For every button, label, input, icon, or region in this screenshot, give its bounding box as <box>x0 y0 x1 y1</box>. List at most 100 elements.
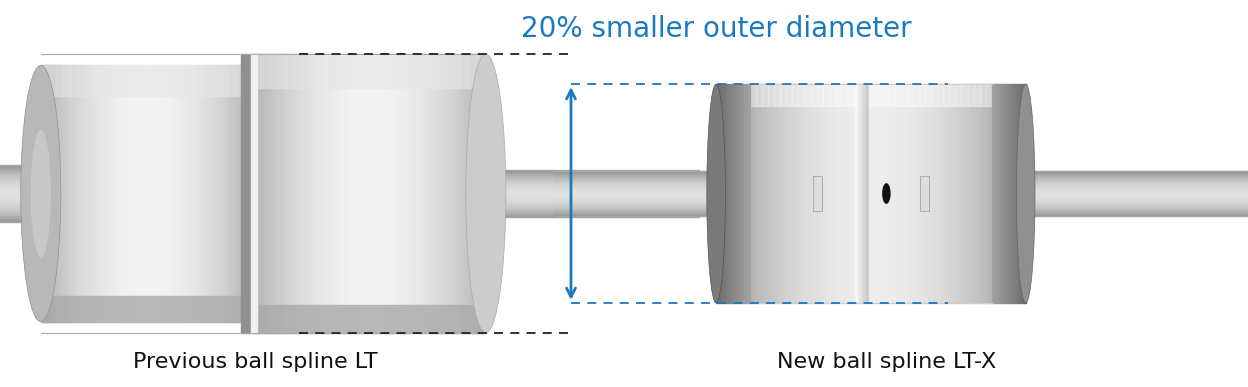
Bar <box>915 84 917 303</box>
Bar <box>196 65 203 96</box>
Bar <box>776 84 779 303</box>
Bar <box>554 204 724 205</box>
Bar <box>0 210 49 211</box>
Bar <box>311 54 313 333</box>
Bar <box>161 65 163 322</box>
Bar <box>238 65 245 96</box>
Bar <box>87 65 90 322</box>
Bar <box>233 65 236 322</box>
Bar <box>130 65 132 322</box>
Bar <box>429 54 432 333</box>
Bar <box>792 84 799 106</box>
Bar <box>308 54 311 333</box>
Bar <box>240 65 242 322</box>
Bar <box>902 84 905 303</box>
Bar <box>411 54 413 333</box>
Bar <box>478 171 699 172</box>
Bar <box>378 54 381 333</box>
Bar <box>140 65 142 322</box>
Bar <box>478 181 699 182</box>
Bar <box>0 182 49 183</box>
Bar <box>439 54 447 87</box>
Bar <box>291 54 300 87</box>
Bar <box>1018 208 1248 209</box>
Bar <box>354 54 357 333</box>
Bar <box>197 65 200 322</box>
Bar <box>478 197 699 198</box>
Bar <box>0 185 49 186</box>
Bar <box>1018 196 1248 197</box>
Bar <box>478 198 699 199</box>
Bar <box>175 65 182 96</box>
Bar <box>306 54 308 333</box>
Bar <box>172 65 173 322</box>
Bar <box>478 204 699 205</box>
Bar <box>907 84 910 303</box>
Bar <box>111 65 112 322</box>
Bar <box>97 296 105 322</box>
Bar <box>1018 198 1248 199</box>
Bar <box>252 54 255 333</box>
Bar <box>322 54 324 333</box>
Bar <box>1018 203 1248 204</box>
Bar <box>85 65 87 322</box>
Bar <box>869 84 871 303</box>
Bar <box>832 84 835 303</box>
Bar <box>423 305 432 333</box>
Bar <box>1018 180 1248 181</box>
Bar <box>134 65 136 322</box>
Bar <box>170 65 172 322</box>
Bar <box>70 65 72 322</box>
Bar <box>934 84 936 303</box>
Bar <box>188 296 196 322</box>
Bar <box>554 213 724 214</box>
Bar <box>1018 206 1248 207</box>
Bar <box>90 65 97 96</box>
Bar <box>125 65 127 322</box>
Bar <box>432 54 434 333</box>
Bar <box>173 65 176 322</box>
Bar <box>0 190 49 191</box>
Bar <box>0 171 49 173</box>
Bar <box>119 296 125 322</box>
Bar <box>879 84 881 303</box>
Bar <box>0 166 49 167</box>
Bar <box>854 84 856 303</box>
Bar <box>376 54 378 333</box>
Bar <box>956 84 958 303</box>
Bar <box>238 296 245 322</box>
Bar <box>554 182 724 183</box>
Bar <box>0 188 49 189</box>
Bar <box>0 184 49 185</box>
Bar <box>75 65 76 322</box>
Bar <box>364 54 367 333</box>
Bar <box>956 84 961 106</box>
Bar <box>283 305 291 333</box>
Bar <box>432 305 439 333</box>
Bar <box>268 305 276 333</box>
Bar <box>237 65 240 322</box>
Bar <box>251 54 257 333</box>
Bar <box>1018 194 1248 195</box>
Bar <box>41 65 42 322</box>
Bar <box>121 65 124 322</box>
Bar <box>852 84 859 106</box>
Bar <box>479 54 482 333</box>
Bar <box>799 84 801 303</box>
Bar <box>1018 189 1248 190</box>
Bar <box>346 54 353 87</box>
Bar <box>434 54 437 333</box>
Bar <box>273 54 276 333</box>
Bar <box>1018 202 1248 203</box>
Bar <box>920 84 921 303</box>
Bar <box>281 54 282 333</box>
Bar <box>770 84 773 303</box>
Bar <box>967 84 970 303</box>
Bar <box>846 84 852 106</box>
Bar <box>822 84 825 303</box>
Bar <box>361 54 369 87</box>
Bar <box>369 54 372 333</box>
Bar <box>554 189 724 190</box>
Bar <box>69 65 70 322</box>
Bar <box>245 296 252 322</box>
